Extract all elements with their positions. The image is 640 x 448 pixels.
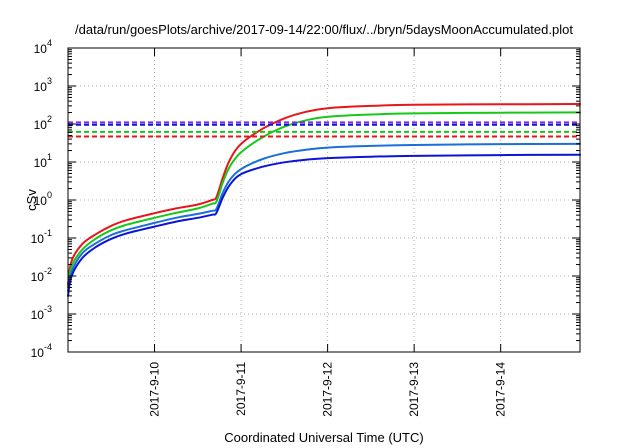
series-line-2	[67, 142, 581, 293]
series-line-1	[67, 111, 581, 289]
x-tick-label: 2017-9-10	[148, 362, 162, 417]
y-tick-label: 101	[34, 152, 52, 170]
x-tick-label: 2017-9-12	[321, 362, 335, 417]
x-tick-label: 2017-9-11	[234, 362, 248, 416]
y-tick-label: 102	[34, 114, 52, 132]
y-axis-label: cSv	[24, 189, 39, 211]
ticks: 10-4 10-3 10-2 10-1 100 101 102 103 104 2017-9-10…	[31, 38, 580, 417]
x-tick-label: 2017-9-13	[407, 362, 421, 417]
series-line-3	[67, 153, 581, 297]
y-tick-label: 10-3	[31, 304, 52, 322]
y-tick-label: 10-2	[31, 266, 52, 284]
y-tick-label: 100	[34, 190, 52, 208]
x-axis-label: Coordinated Universal Time (UTC)	[224, 430, 423, 445]
y-tick-label: 104	[34, 38, 52, 56]
y-tick-label: 10-4	[31, 342, 52, 360]
series-layer	[67, 103, 581, 297]
y-tick-label: 103	[34, 76, 52, 94]
y-tick-label: 10-1	[31, 228, 52, 246]
series-line-0	[67, 103, 581, 286]
x-tick-label: 2017-9-14	[494, 362, 508, 417]
grid	[68, 48, 580, 352]
chart-title: /data/run/goesPlots/archive/2017-09-14/2…	[75, 22, 573, 37]
